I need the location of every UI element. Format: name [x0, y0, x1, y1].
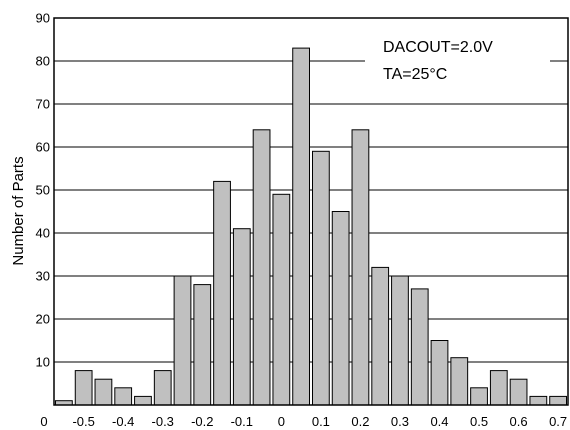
annotation-dacout: DACOUT=2.0V [383, 39, 493, 56]
bar [94, 378, 113, 406]
x-tick-label: 0.6 [510, 414, 528, 429]
bar [232, 228, 251, 406]
annotation-background [365, 28, 550, 100]
plot-frame [53, 17, 569, 406]
x-tick-label: 0 [278, 414, 285, 429]
y-axis-ticks: 10 20 30 40 50 60 70 80 90 [36, 11, 50, 370]
bar [331, 211, 350, 406]
bar [351, 129, 370, 406]
y-tick-label: 60 [36, 140, 50, 155]
y-tick-label: 20 [36, 312, 50, 327]
x-tick-label: 0.4 [430, 414, 448, 429]
bar [153, 370, 172, 406]
x-tick-label: 0.2 [351, 414, 369, 429]
x-tick-label: -0.2 [191, 414, 213, 429]
bar [272, 193, 291, 406]
bar [489, 370, 508, 406]
bar [252, 129, 271, 406]
bar [312, 150, 330, 406]
x-tick-label: -0.4 [112, 414, 134, 429]
bar [134, 395, 152, 406]
x-tick-label: 0.3 [391, 414, 409, 429]
annotation-temperature: TA=25°C [383, 66, 447, 83]
bar [509, 378, 528, 406]
bar [430, 340, 449, 406]
x-tick-label: -0.1 [231, 414, 253, 429]
bar [450, 357, 469, 406]
bar [371, 266, 390, 406]
x-tick-label: 0.7 [549, 414, 567, 429]
y-axis-title: Number of Parts [10, 156, 27, 265]
bar [173, 275, 192, 406]
bars [55, 47, 568, 406]
x-tick-label: -0.3 [152, 414, 174, 429]
x-tick-label: -0.5 [72, 414, 94, 429]
bar [213, 180, 231, 406]
x-tick-label: 0.1 [312, 414, 330, 429]
y-tick-label: 70 [36, 97, 50, 112]
bar [410, 288, 429, 406]
y-tick-label: 90 [36, 11, 50, 26]
bar [549, 395, 568, 406]
x-axis-ticks: 0 -0.5 -0.4 -0.3 -0.2 -0.1 0 0.1 0.2 0.3 0.4 0.5 0.6… [40, 414, 567, 429]
y-tick-label: 50 [36, 183, 50, 198]
bar [470, 387, 488, 406]
bar [391, 275, 409, 406]
x-tick-label: 0 [40, 414, 47, 429]
bar [529, 395, 548, 406]
bar [74, 370, 93, 406]
y-tick-label: 30 [36, 269, 50, 284]
y-tick-label: 40 [36, 226, 50, 241]
bar [114, 387, 133, 406]
y-tick-label: 10 [36, 355, 50, 370]
x-tick-label: 0.5 [470, 414, 488, 429]
bar [193, 284, 212, 406]
bar [292, 47, 311, 406]
y-tick-label: 80 [36, 54, 50, 69]
